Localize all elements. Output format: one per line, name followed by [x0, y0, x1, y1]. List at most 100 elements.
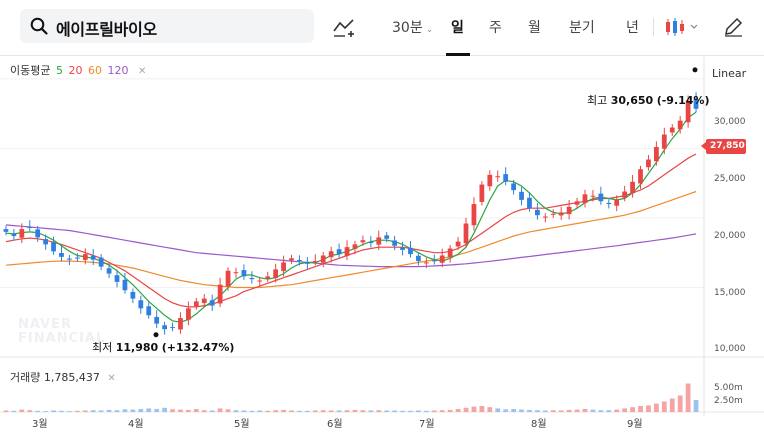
candle-body	[82, 254, 88, 260]
volume-bar	[471, 406, 477, 412]
volume-bar	[257, 410, 263, 412]
volume-bar	[249, 410, 255, 412]
candle-body	[479, 184, 485, 202]
ma-5-line	[5, 111, 697, 323]
tab-week[interactable]: 주	[489, 20, 502, 36]
low-change: (+132.47%)	[161, 341, 235, 354]
high-change: (-9.14%)	[656, 94, 710, 107]
candle-body	[408, 247, 413, 255]
volume-bar	[661, 401, 667, 412]
volume-bar	[265, 410, 271, 412]
close-icon[interactable]: ✕	[137, 66, 147, 77]
volume-bar	[447, 409, 453, 412]
volume-bar	[273, 410, 279, 412]
x-tick-label: 8월	[531, 419, 547, 430]
candle-body	[138, 300, 144, 309]
x-tick-label: 6월	[327, 419, 343, 430]
volume-bar	[114, 410, 120, 412]
volume-bar	[400, 410, 405, 412]
candle-body	[384, 235, 390, 239]
volume-bar	[241, 410, 247, 412]
candle-body	[178, 318, 183, 330]
tab-day[interactable]: 일	[451, 20, 464, 36]
volume-bar	[463, 407, 469, 412]
volume-tick-label: 2.50m	[714, 396, 743, 406]
volume-bar	[408, 410, 413, 412]
volume-bar	[328, 410, 334, 412]
volume-bar	[622, 408, 628, 412]
low-price-annotation: 최저 11,980 (+132.47%)	[92, 339, 234, 355]
candle-body	[162, 325, 167, 330]
candle-body	[582, 194, 588, 203]
volume-bar	[495, 408, 501, 412]
volume-bar	[479, 406, 485, 412]
scale-mode-button[interactable]: Linear	[712, 67, 746, 80]
volume-bar	[90, 410, 96, 412]
stock-search-box[interactable]: 에이프릴바이오	[20, 9, 314, 43]
volume-bar	[527, 409, 532, 412]
candle-body	[439, 255, 445, 263]
scale-mode-label: Linear	[712, 67, 747, 80]
candle-body	[614, 199, 620, 206]
volume-bar	[138, 409, 144, 412]
high-price-annotation: 최고 30,650 (-9.14%)	[587, 92, 710, 108]
naver-financial-watermark: NAVER FINANCIAL	[18, 318, 105, 346]
search-icon[interactable]	[30, 17, 48, 35]
volume-bar	[170, 409, 175, 412]
candle-body	[11, 233, 17, 237]
ma-5-label: 5	[55, 64, 63, 77]
pencil-icon[interactable]	[722, 16, 746, 38]
volume-bar	[542, 410, 548, 412]
candlestick-icon[interactable]	[664, 16, 702, 38]
volume-bar	[106, 409, 112, 412]
volume-bar	[344, 410, 350, 412]
volume-bar	[320, 410, 326, 412]
price-chart[interactable]	[0, 57, 764, 433]
volume-bar	[614, 409, 620, 412]
chart-drawing-icon[interactable]	[333, 16, 357, 38]
candle-body	[217, 284, 223, 304]
candle-body	[606, 202, 612, 205]
candle-body	[431, 260, 437, 262]
volume-bar	[416, 410, 421, 412]
search-query[interactable]: 에이프릴바이오	[56, 20, 157, 39]
volume-bar	[685, 383, 691, 412]
x-tick-label: 5월	[234, 419, 250, 430]
candle-body	[376, 237, 382, 245]
ma-120-label: 120	[107, 64, 129, 77]
tab-month[interactable]: 월	[528, 20, 541, 36]
candle-body	[209, 300, 215, 306]
interval-dropdown[interactable]: 30분 ⌄	[392, 17, 433, 37]
close-icon[interactable]: ✕	[107, 373, 116, 384]
volume-bar	[98, 410, 104, 412]
candle-body	[685, 101, 691, 123]
candle-body	[463, 223, 469, 244]
candle-body	[423, 262, 429, 264]
candle-body	[360, 240, 366, 243]
ma-title: 이동평균	[10, 64, 51, 77]
candle-body	[201, 298, 207, 304]
candle-body	[241, 270, 247, 277]
volume-bar	[638, 406, 643, 412]
candle-body	[447, 248, 453, 258]
candle-body	[265, 276, 271, 279]
candle-body	[297, 259, 302, 262]
volume-bar	[384, 410, 390, 412]
x-tick-label: 4월	[128, 419, 144, 430]
toolbar-divider	[653, 18, 654, 36]
volume-bar	[392, 410, 398, 412]
x-tick-label: 3월	[32, 419, 48, 430]
candle-body	[225, 270, 231, 287]
tab-quarter[interactable]: 분기	[569, 20, 595, 36]
watermark-line-2: FINANCIAL	[18, 331, 106, 346]
candle-body	[646, 159, 651, 168]
high-marker	[692, 67, 698, 73]
volume-bar	[51, 410, 56, 412]
volume-bar	[487, 407, 493, 412]
candle-body	[336, 249, 342, 255]
tab-year[interactable]: 년	[626, 20, 639, 36]
candle-body	[352, 244, 358, 249]
volume-bar	[455, 409, 461, 412]
volume-bar	[154, 409, 160, 412]
volume-bar	[297, 410, 302, 412]
